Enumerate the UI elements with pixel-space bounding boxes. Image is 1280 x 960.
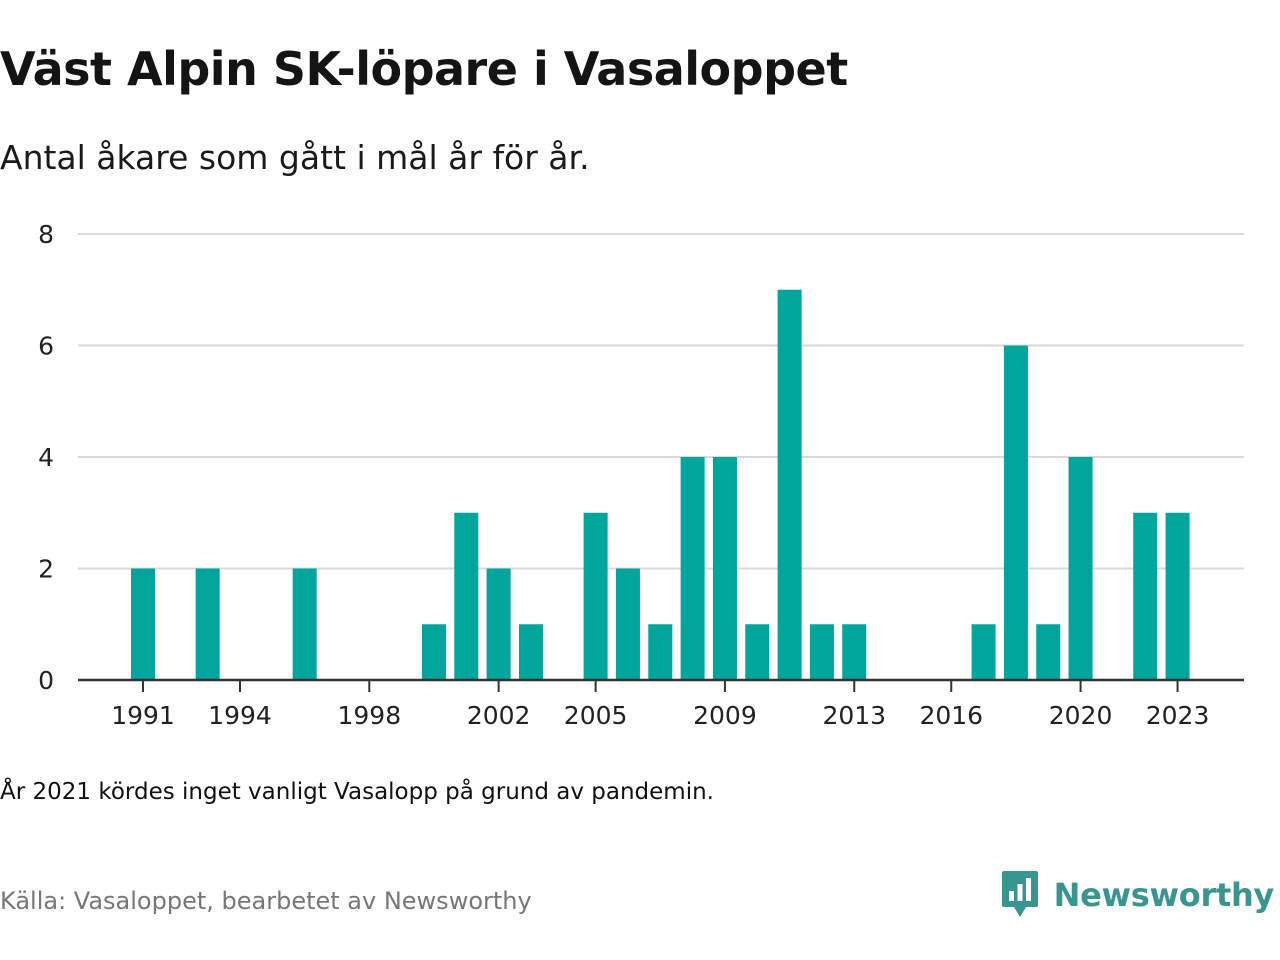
grid-lines [78,233,1244,570]
footnote: År 2021 kördes inget vanligt Vasalopp på… [0,779,714,805]
bar-2017 [971,624,996,680]
x-axis-labels: 1991 1994 1998 2002 2005 2009 2013 2016 2020 2023 [111,701,1209,730]
bar-2008 [680,457,705,680]
bar-1993 [195,568,220,680]
y-axis-labels: 0 2 4 6 8 [38,220,54,695]
y-tick-label: 0 [38,666,54,695]
bar-2019 [1036,624,1061,680]
chart-subtitle: Antal åkare som gått i mål år för år. [0,138,590,177]
bar-1991 [131,568,155,680]
newsworthy-logo: Newsworthy [1000,868,1274,922]
bar-2012 [809,624,834,680]
x-tick-label: 2023 [1146,701,1210,730]
brand-name: Newsworthy [1053,876,1275,914]
bar-2007 [648,624,673,680]
bar-2022 [1133,512,1158,680]
bar-2009 [712,457,737,680]
bar-2020 [1068,457,1093,680]
bar-2000 [421,624,446,680]
bar-1996 [292,568,317,680]
bars [131,289,1190,680]
bar-chart: 0 2 4 6 8 1991 1994 1998 2002 2005 2009 2013 2016 20… [38,220,1244,730]
source-credit: Källa: Vasaloppet, bearbetet av Newswort… [0,887,532,915]
bar-2006 [615,568,640,680]
bar-2018 [1003,345,1028,680]
x-tick-label: 1998 [337,701,401,730]
bar-2001 [454,512,479,680]
x-tick-label: 2002 [467,701,531,730]
bar-2003 [518,624,543,680]
x-axis [78,678,1244,692]
y-tick-label: 6 [38,332,54,361]
x-tick-label: 2009 [693,701,757,730]
x-tick-label: 2020 [1049,701,1113,730]
bar-2023 [1165,512,1190,680]
x-tick-label: 2016 [919,701,983,730]
y-tick-label: 8 [38,220,54,249]
x-tick-label: 1994 [208,701,272,730]
x-tick-label: 2005 [564,701,628,730]
newsworthy-logo-icon [1001,871,1038,917]
bar-2010 [745,624,770,680]
chart-title: Väst Alpin SK-löpare i Vasaloppet [0,42,848,96]
bar-2013 [842,624,867,680]
x-tick-label: 1991 [111,701,175,730]
x-tick-label: 2013 [822,701,886,730]
y-tick-label: 4 [38,443,54,472]
bar-2011 [777,289,802,680]
bar-2002 [486,568,511,680]
y-tick-label: 2 [38,555,54,584]
bar-2005 [583,512,608,680]
